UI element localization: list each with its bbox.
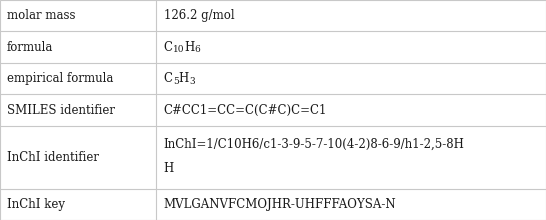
Text: 10: 10 [173, 45, 185, 54]
Text: H: H [179, 72, 189, 85]
Text: InChI key: InChI key [7, 198, 64, 211]
Text: C#CC1=CC=C(C#C)C=C1: C#CC1=CC=C(C#C)C=C1 [164, 103, 327, 117]
Text: MVLGANVFCMOJHR-UHFFFAOYSA-N: MVLGANVFCMOJHR-UHFFFAOYSA-N [164, 198, 396, 211]
Text: C: C [164, 72, 173, 85]
Text: InChI identifier: InChI identifier [7, 151, 98, 164]
Text: 6: 6 [194, 45, 200, 54]
Text: H: H [164, 162, 174, 175]
Text: 5: 5 [173, 77, 179, 86]
Text: empirical formula: empirical formula [7, 72, 113, 85]
Text: molar mass: molar mass [7, 9, 75, 22]
Text: C: C [164, 41, 173, 54]
Text: formula: formula [7, 41, 53, 54]
Text: 126.2 g/mol: 126.2 g/mol [164, 9, 234, 22]
Text: InChI=1/C10H6/c1-3-9-5-7-10(4-2)8-6-9/h1-2,5-8H: InChI=1/C10H6/c1-3-9-5-7-10(4-2)8-6-9/h1… [164, 138, 465, 151]
Text: H: H [185, 41, 194, 54]
Text: SMILES identifier: SMILES identifier [7, 103, 115, 117]
Text: 3: 3 [189, 77, 194, 86]
